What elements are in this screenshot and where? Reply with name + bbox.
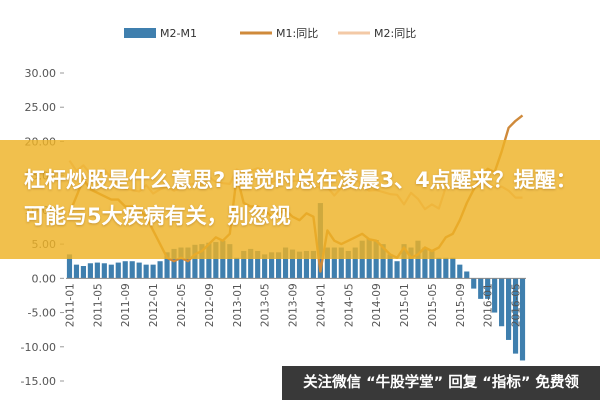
bar <box>310 250 317 279</box>
x-tick-label: 2011-05 <box>92 283 104 327</box>
x-tick-label: 2014-05 <box>343 283 355 327</box>
bar <box>178 247 184 279</box>
y-tick-label: 30.00 <box>25 67 57 80</box>
bar <box>255 250 261 279</box>
bar <box>206 242 212 279</box>
article-headline[interactable]: 杠杆炒股是什么意思? 睡觉时总在凌晨3、4点醒来？提醒：可能与5大疾病有关，别忽… <box>24 168 577 228</box>
bar <box>199 244 205 279</box>
bar <box>282 247 289 279</box>
legend-swatch-m2-m1 <box>124 28 156 38</box>
bar <box>262 254 268 279</box>
bar <box>303 250 310 279</box>
bar <box>87 263 93 279</box>
bar <box>234 257 240 279</box>
bar <box>94 262 100 279</box>
bar-series-m2-m1 <box>66 203 526 361</box>
bar <box>505 278 512 340</box>
x-tick-label: 2014-01 <box>315 283 327 327</box>
bar <box>220 240 226 279</box>
bar <box>380 244 386 279</box>
wechat-promo-footer: 关注微信 “牛股学堂” 回复 “指标” 免费领 <box>282 366 600 400</box>
bar <box>269 252 275 279</box>
bar <box>352 247 358 279</box>
x-tick-label: 2012-09 <box>204 283 216 327</box>
legend-label: M1:同比 <box>276 27 318 40</box>
bar <box>227 244 233 279</box>
y-tick-label: 25.00 <box>25 101 57 114</box>
bar <box>275 252 282 279</box>
bar <box>373 240 379 279</box>
x-tick-label: 2011-01 <box>65 283 77 327</box>
bar <box>394 261 400 279</box>
bar <box>289 249 296 279</box>
bar <box>492 278 498 313</box>
x-tick-label: 2013-09 <box>288 283 300 327</box>
bar <box>408 247 414 279</box>
bar <box>241 250 247 279</box>
bar <box>471 278 477 289</box>
bar <box>108 264 114 279</box>
wechat-promo-text: 关注微信 “牛股学堂” 回复 “指标” 免费领 <box>303 375 579 391</box>
x-tick-label: 2016-01 <box>483 283 495 327</box>
y-tick-label: 0.00 <box>32 272 57 285</box>
legend-label: M2-M1 <box>160 27 197 40</box>
bar <box>345 250 351 279</box>
bar <box>213 242 219 279</box>
x-tick-label: 2015-01 <box>399 283 411 327</box>
bar <box>485 278 491 299</box>
article-headline-banner[interactable]: 杠杆炒股是什么意思? 睡觉时总在凌晨3、4点醒来？提醒：可能与5大疾病有关，别忽… <box>0 140 600 259</box>
bar <box>512 278 519 354</box>
bar <box>185 247 191 279</box>
x-tick-label: 2012-05 <box>176 283 188 327</box>
bar <box>136 262 142 279</box>
x-tick-label: 2013-01 <box>232 283 244 327</box>
y-tick-label: -15.00 <box>21 375 56 388</box>
bar <box>457 264 463 279</box>
bar <box>115 262 121 279</box>
bar <box>164 252 170 279</box>
bar <box>122 261 128 279</box>
bar <box>150 264 156 279</box>
bar <box>157 261 163 279</box>
bar <box>359 240 365 279</box>
bar <box>422 247 428 279</box>
bar <box>248 248 254 279</box>
x-tick-label: 2013-05 <box>260 283 272 327</box>
bar <box>443 257 449 279</box>
bar <box>171 248 177 279</box>
bar <box>401 244 407 279</box>
bar <box>478 278 484 299</box>
x-tick-label: 2016-05 <box>511 283 523 327</box>
bar <box>450 257 456 279</box>
bar <box>143 264 149 279</box>
x-tick-label: 2011-09 <box>120 283 132 327</box>
bar <box>415 240 421 279</box>
y-tick-label: -5.00 <box>28 307 56 320</box>
x-tick-label: 2015-05 <box>427 283 439 327</box>
bar <box>331 247 337 279</box>
chart-legend: M2-M1 M1:同比 M2:同比 <box>124 27 416 40</box>
x-axis: 2011-01 2011-05 2011-09 2012-01 2012-05 2012-… <box>65 277 526 327</box>
bar <box>73 264 80 279</box>
legend-label: M2:同比 <box>374 27 416 40</box>
bar <box>66 254 73 279</box>
bar <box>499 278 505 327</box>
bar <box>436 257 442 279</box>
bar <box>101 263 107 279</box>
bar <box>338 247 344 279</box>
bar <box>464 271 470 279</box>
bar <box>296 251 303 279</box>
y-tick-label: -10.00 <box>21 341 56 354</box>
bar <box>429 250 435 279</box>
x-tick-label: 2012-01 <box>148 283 160 327</box>
bar <box>192 244 198 279</box>
bar <box>129 261 135 279</box>
bar <box>80 266 87 279</box>
bar <box>324 247 330 279</box>
x-tick-label: 2015-09 <box>455 283 467 327</box>
bar <box>519 278 526 361</box>
x-tick-label: 2014-09 <box>371 283 383 327</box>
bar <box>387 254 393 279</box>
